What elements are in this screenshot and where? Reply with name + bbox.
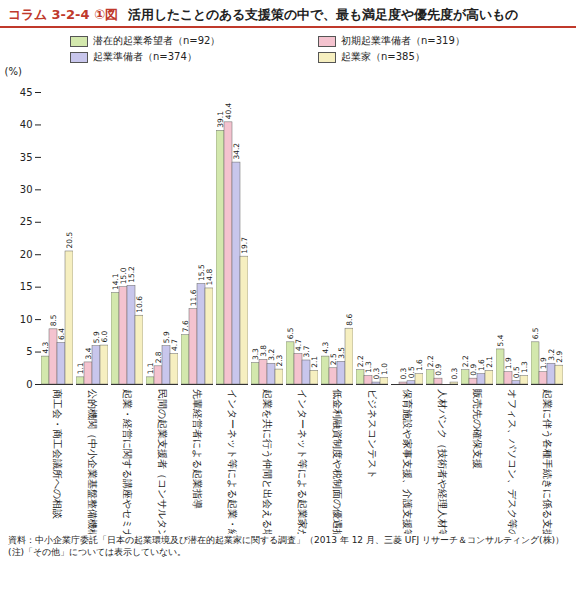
html-text:起業家（n=385）: 起業家（n=385）: [341, 51, 425, 62]
svg-text:人材バンク（技術者や経理人材等）: 人材バンク（技術者や経理人材等）: [437, 389, 448, 535]
svg-text:1.6: 1.6: [415, 359, 424, 371]
svg-text:5.9: 5.9: [91, 331, 101, 344]
html-text:資料：中小企業庁委託「日本の起業環境及び潜在的起業家に関する: 資料：中小企業庁委託「日本の起業環境及び潜在的起業家に関する調査」（2013 年…: [8, 535, 565, 545]
svg-text:20.5: 20.5: [65, 232, 74, 249]
svg-text:0.3: 0.3: [450, 367, 459, 379]
svg-text:販売先の確保支援: 販売先の確保支援: [472, 389, 483, 469]
svg-text:2.1: 2.1: [310, 356, 319, 368]
svg-text:0.3: 0.3: [398, 367, 408, 380]
svg-text:2.5: 2.5: [328, 353, 338, 366]
svg-text:起業を共に行う仲間と出会える場所の提供: 起業を共に行う仲間と出会える場所の提供: [262, 389, 273, 535]
svg-text:3.2: 3.2: [266, 348, 276, 361]
svg-text:4.7: 4.7: [293, 339, 303, 351]
svg-text:先輩経営者による起業指導: 先輩経営者による起業指導: [192, 389, 203, 509]
svg-text:15: 15: [20, 281, 33, 292]
svg-text:起業・経営に関する講座やセミナー: 起業・経営に関する講座やセミナー: [122, 389, 133, 535]
svg-text:11.6: 11.6: [189, 289, 198, 306]
svg-text:公的機関（中小企業基盤整備機構、自治体の窓口等）への相談: 公的機関（中小企業基盤整備機構、自治体の窓口等）への相談: [87, 389, 98, 535]
svg-text:7.6: 7.6: [181, 320, 190, 332]
svg-text:15.5: 15.5: [196, 264, 206, 281]
svg-text:5.4: 5.4: [496, 334, 505, 346]
svg-text:14.1: 14.1: [110, 273, 120, 290]
svg-text:8.6: 8.6: [345, 314, 354, 326]
svg-text:15.2: 15.2: [127, 266, 136, 283]
svg-text:1.9: 1.9: [538, 357, 548, 370]
html-text:コラム 3-2-4 ①図: コラム 3-2-4 ①図: [8, 7, 118, 22]
svg-text:2.2: 2.2: [425, 355, 435, 368]
svg-text:3.2: 3.2: [546, 348, 556, 361]
svg-text:0.3: 0.3: [371, 367, 381, 380]
svg-text:3.8: 3.8: [258, 344, 268, 357]
svg-text:6.5: 6.5: [286, 327, 295, 339]
svg-text:6.5: 6.5: [531, 327, 540, 339]
svg-text:1.0: 1.0: [380, 363, 389, 375]
svg-text:6.0: 6.0: [100, 330, 109, 342]
svg-text:低金利融資制度や税制面の優遇措置: 低金利融資制度や税制面の優遇措置: [332, 389, 343, 535]
svg-text:1.1: 1.1: [76, 362, 85, 374]
svg-text:1.1: 1.1: [145, 362, 155, 375]
svg-text:4.7: 4.7: [170, 339, 179, 351]
svg-text:起業に伴う各種手続きに係る支援: 起業に伴う各種手続きに係る支援: [542, 389, 553, 535]
svg-text:19.7: 19.7: [240, 237, 249, 254]
svg-text:3.7: 3.7: [302, 345, 311, 357]
svg-text:インターネット等による起業家が情報交換を行う場所の提供: インターネット等による起業家が情報交換を行う場所の提供: [297, 389, 308, 535]
svg-text:40.4: 40.4: [224, 102, 233, 119]
html-text:潜在的起業希望者（n=92）: 潜在的起業希望者（n=92）: [93, 35, 221, 46]
svg-text:2.9: 2.9: [555, 351, 564, 363]
svg-text:35: 35: [20, 152, 33, 163]
svg-text:0.9: 0.9: [434, 364, 443, 376]
svg-text:3.5: 3.5: [337, 347, 346, 359]
svg-text:14.8: 14.8: [205, 269, 214, 286]
svg-text:オフィス、パソコン、デスク等の無償提供: オフィス、パソコン、デスク等の無償提供: [507, 389, 518, 535]
svg-text:20: 20: [20, 249, 33, 260]
svg-text:保育施設や家事支援、介護支援等: 保育施設や家事支援、介護支援等: [402, 389, 413, 535]
svg-text:0: 0: [26, 379, 32, 390]
svg-text:5.9: 5.9: [161, 331, 171, 344]
svg-text:0.9: 0.9: [468, 363, 478, 376]
svg-text:39.1: 39.1: [215, 111, 225, 128]
svg-text:2.1: 2.1: [485, 356, 494, 368]
svg-text:3.4: 3.4: [84, 347, 93, 359]
svg-text:2.8: 2.8: [154, 351, 163, 363]
svg-text:4.3: 4.3: [321, 341, 330, 353]
svg-text:2.2: 2.2: [460, 355, 470, 368]
svg-text:5: 5: [26, 346, 32, 357]
svg-text:1.6: 1.6: [476, 359, 486, 372]
svg-text:2.2: 2.2: [355, 355, 365, 368]
svg-text:(%): (%): [5, 66, 22, 77]
svg-text:15.0: 15.0: [118, 267, 128, 285]
svg-text:10: 10: [20, 314, 33, 325]
svg-text:インターネット等による起業・経営に関する情報提供: インターネット等による起業・経営に関する情報提供: [227, 389, 238, 535]
html-text:起業準備者（n=374）: 起業準備者（n=374）: [93, 51, 197, 62]
html-text:初期起業準備者（n=319）: 初期起業準備者（n=319）: [341, 35, 465, 46]
html-text:(注)「その他」については表示していない。: (注)「その他」については表示していない。: [8, 547, 186, 558]
svg-text:0.5: 0.5: [511, 366, 521, 379]
html-text:活用したことのある支援策の中で、最も満足度や優先度が高いもの: 活用したことのある支援策の中で、最も満足度や優先度が高いもの: [128, 7, 518, 22]
svg-text:25: 25: [20, 216, 33, 227]
svg-text:40: 40: [20, 119, 33, 130]
svg-text:ビジネスコンテスト: ビジネスコンテスト: [367, 389, 378, 479]
svg-text:民間の起業支援者（コンサルタント等）への相談: 民間の起業支援者（コンサルタント等）への相談: [157, 389, 168, 535]
svg-text:45: 45: [20, 87, 33, 98]
svg-text:3.3: 3.3: [250, 348, 260, 361]
svg-text:34.2: 34.2: [232, 143, 241, 160]
svg-text:4.3: 4.3: [41, 341, 50, 353]
svg-text:10.6: 10.6: [135, 296, 144, 313]
svg-text:0.5: 0.5: [406, 366, 416, 379]
svg-text:1.9: 1.9: [503, 357, 513, 370]
svg-text:1.3: 1.3: [363, 361, 373, 374]
svg-text:6.4: 6.4: [57, 328, 66, 340]
svg-text:2.3: 2.3: [275, 354, 284, 366]
svg-text:商工会・商工会議所への相談: 商工会・商工会議所への相談: [52, 389, 63, 519]
svg-text:8.5: 8.5: [49, 314, 58, 326]
svg-text:30: 30: [20, 184, 33, 195]
svg-text:1.3: 1.3: [520, 361, 529, 373]
